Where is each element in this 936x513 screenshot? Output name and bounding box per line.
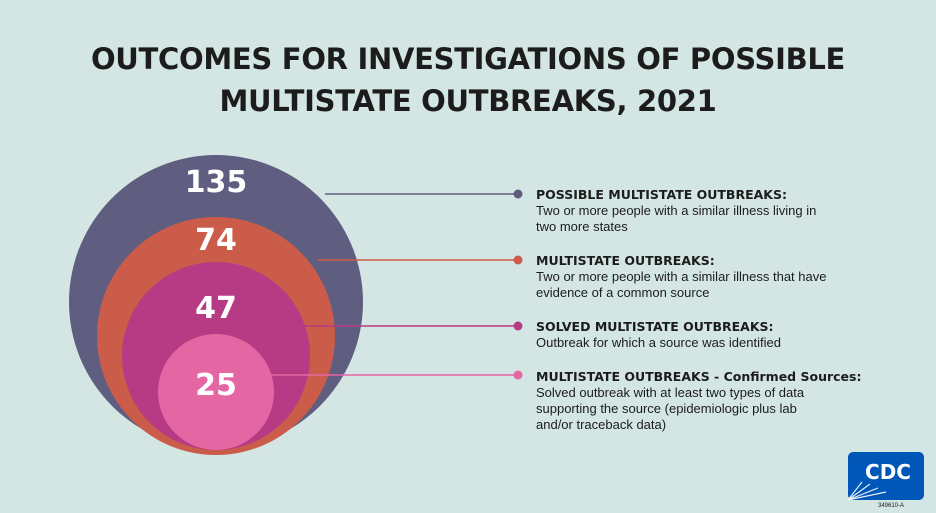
value-confirmed-sources: 25 bbox=[195, 368, 237, 403]
value-multistate-outbreaks: 74 bbox=[195, 223, 237, 258]
label-possible-outbreaks: POSSIBLE MULTISTATE OUTBREAKS: Two or mo… bbox=[536, 187, 896, 235]
connector-dot-multistate bbox=[513, 255, 523, 265]
title-line-2: MULTISTATE OUTBREAKS, 2021 bbox=[219, 84, 717, 118]
label-heading: MULTISTATE OUTBREAKS - Confirmed Sources… bbox=[536, 369, 862, 384]
circle-confirmed-sources bbox=[158, 334, 274, 450]
cdc-logo-text: CDC bbox=[865, 460, 911, 484]
cdc-logo: CDC bbox=[848, 452, 924, 500]
title-line-1: OUTCOMES FOR INVESTIGATIONS OF POSSIBLE bbox=[90, 42, 846, 76]
document-code: 349610-A bbox=[878, 503, 905, 509]
value-solved-outbreaks: 47 bbox=[195, 291, 237, 326]
label-confirmed-sources: MULTISTATE OUTBREAKS - Confirmed Sources… bbox=[536, 369, 896, 433]
cdc-logo-background bbox=[848, 452, 924, 500]
label-solved-outbreaks: SOLVED MULTISTATE OUTBREAKS: Outbreak fo… bbox=[536, 319, 896, 351]
connector-dot-confirmed bbox=[513, 370, 523, 380]
label-heading: SOLVED MULTISTATE OUTBREAKS: bbox=[536, 319, 774, 334]
label-description: Solved outbreak with at least two types … bbox=[536, 385, 805, 432]
connector-dot-solved bbox=[513, 321, 523, 331]
label-heading: MULTISTATE OUTBREAKS: bbox=[536, 253, 715, 268]
label-multistate-outbreaks: MULTISTATE OUTBREAKS: Two or more people… bbox=[536, 253, 896, 301]
label-description: Two or more people with a similar illnes… bbox=[536, 269, 827, 300]
label-heading: POSSIBLE MULTISTATE OUTBREAKS: bbox=[536, 187, 787, 202]
value-possible-outbreaks: 135 bbox=[185, 165, 248, 200]
page-title: OUTCOMES FOR INVESTIGATIONS OF POSSIBLE … bbox=[0, 38, 936, 122]
label-description: Outbreak for which a source was identifi… bbox=[536, 335, 781, 350]
label-description: Two or more people with a similar illnes… bbox=[536, 203, 817, 234]
cdc-logo-rays bbox=[848, 481, 887, 500]
connector-dot-possible bbox=[513, 189, 523, 199]
